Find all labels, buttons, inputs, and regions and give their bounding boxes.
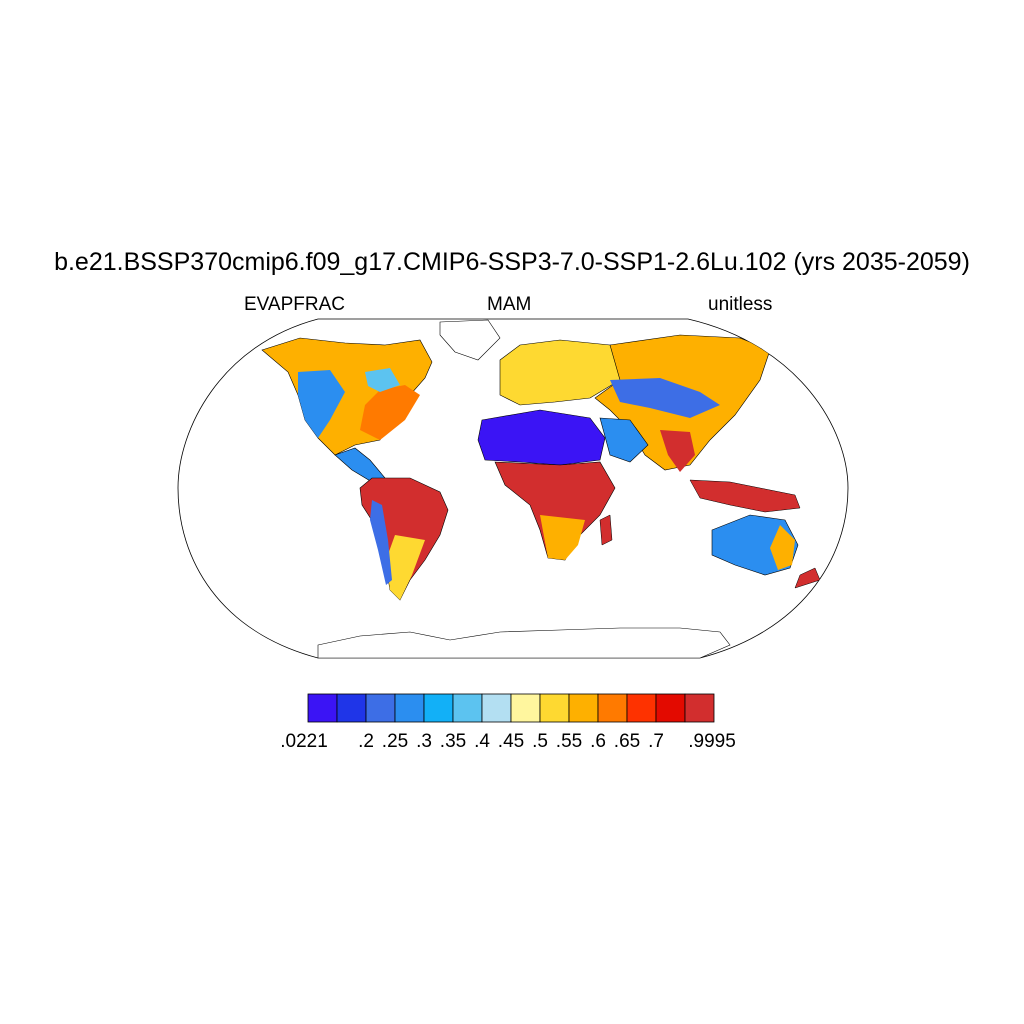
colorbar-label: .25 xyxy=(381,731,409,752)
colorbar-swatch xyxy=(307,693,338,723)
antarctica-outline xyxy=(317,627,731,658)
colorbar-label: .7 xyxy=(648,731,664,752)
colorbar-swatch xyxy=(336,693,367,723)
southern-africa-region xyxy=(540,515,585,560)
central-asia-region xyxy=(610,378,720,418)
colorbar-swatch xyxy=(394,693,425,723)
hudson-region xyxy=(365,368,400,392)
madagascar-region xyxy=(599,514,613,546)
colorbar-label: .65 xyxy=(613,731,641,752)
colorbar-swatch xyxy=(423,693,454,723)
colorbar-swatch xyxy=(452,693,483,723)
colorbar-label: .5 xyxy=(532,731,548,752)
colorbar-swatch xyxy=(510,693,541,723)
colorbar-label: .4 xyxy=(474,731,490,752)
colorbar-label: .9995 xyxy=(688,731,736,752)
units-label: unitless xyxy=(708,294,773,315)
north-america-west-region xyxy=(298,370,345,438)
colorbar-label: .6 xyxy=(590,731,606,752)
colorbar-swatch xyxy=(684,693,715,723)
india-region xyxy=(660,430,695,472)
colorbar-swatch xyxy=(626,693,657,723)
sahara-region xyxy=(477,409,606,466)
colorbar-label: .3 xyxy=(416,731,432,752)
north-america-east-region xyxy=(360,385,420,440)
colorbar-label: .55 xyxy=(555,731,583,752)
colorbar-swatch xyxy=(597,693,628,723)
arabia-region xyxy=(599,417,649,463)
variable-label: EVAPFRAC xyxy=(244,294,346,315)
colorbar-swatch xyxy=(539,693,570,723)
greenland-outline xyxy=(439,319,501,361)
colorbar-swatch xyxy=(481,693,512,723)
south-america-south-region xyxy=(386,535,425,600)
colorbar-label: .45 xyxy=(497,731,525,752)
colorbar-label: .35 xyxy=(439,731,467,752)
colorbar-swatch xyxy=(655,693,686,723)
colorbar-label: .2 xyxy=(358,731,374,752)
australia-east-region xyxy=(770,525,795,570)
colorbar-swatch xyxy=(568,693,599,723)
indonesia-region xyxy=(689,479,801,513)
season-label: MAM xyxy=(487,294,532,315)
colorbar-swatch xyxy=(365,693,396,723)
andes-region xyxy=(370,500,392,585)
map-title: b.e21.BSSP370cmip6.f09_g17.CMIP6-SSP3-7.… xyxy=(54,248,970,276)
colorbar-label: .0221 xyxy=(280,731,328,752)
